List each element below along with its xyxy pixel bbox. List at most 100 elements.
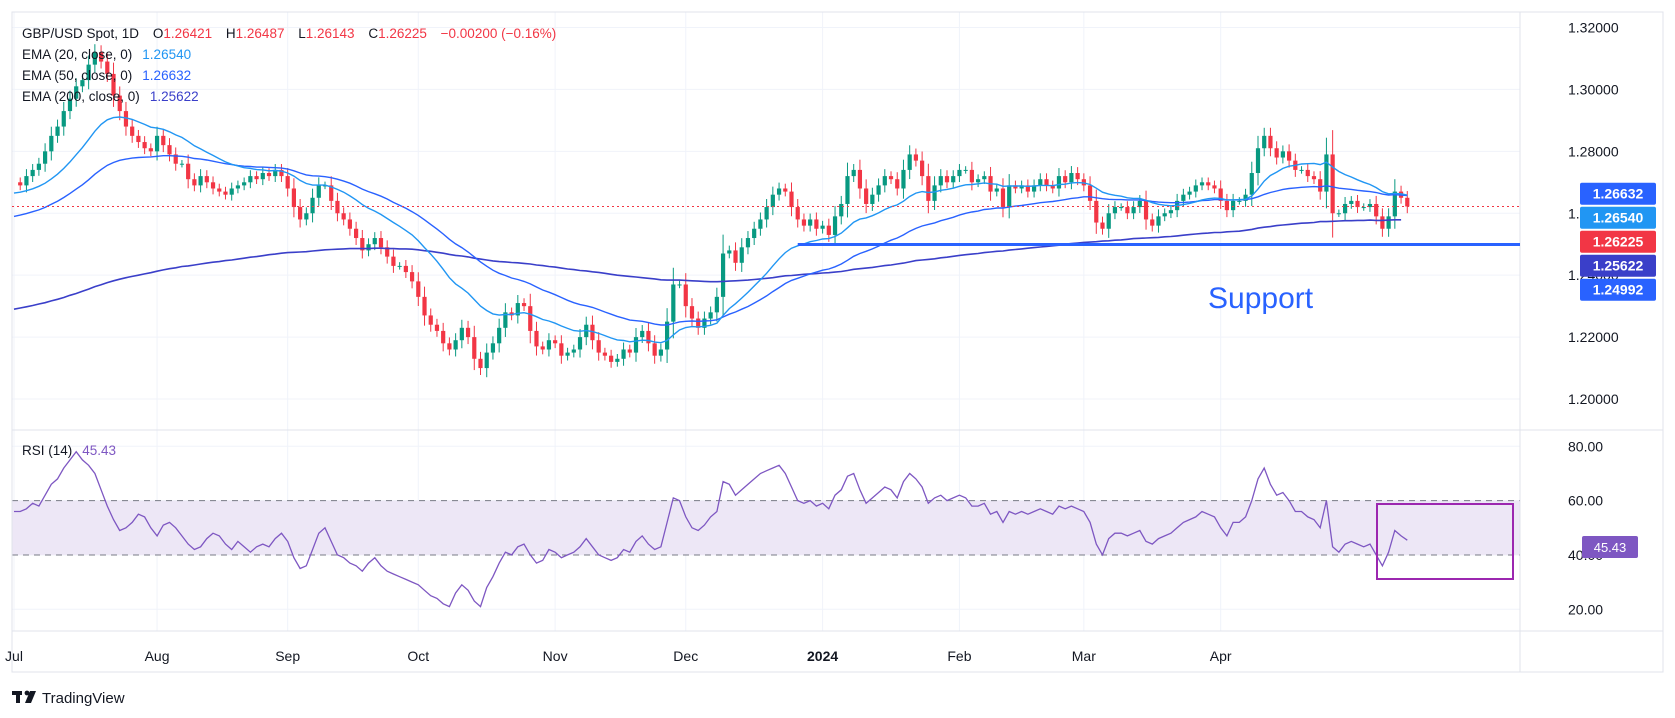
candle[interactable] [963, 166, 968, 174]
candle[interactable] [1231, 193, 1236, 218]
candle[interactable] [397, 262, 402, 270]
candle[interactable] [497, 318, 502, 353]
candle[interactable] [913, 148, 918, 167]
candle[interactable] [1318, 171, 1323, 200]
candle[interactable] [1224, 193, 1229, 218]
candle[interactable] [1156, 209, 1161, 233]
candle[interactable] [378, 231, 384, 255]
candle[interactable] [907, 145, 912, 180]
candle[interactable] [341, 207, 346, 226]
candle[interactable] [30, 164, 35, 182]
candle[interactable] [1262, 127, 1267, 157]
candle[interactable] [1050, 180, 1055, 194]
candle[interactable] [590, 315, 595, 350]
candle[interactable] [67, 90, 73, 120]
candle[interactable] [864, 179, 869, 214]
candle[interactable] [534, 321, 539, 356]
candle[interactable] [1187, 186, 1192, 200]
candle[interactable] [217, 183, 222, 197]
candle[interactable] [776, 182, 782, 201]
candle[interactable] [298, 199, 303, 228]
candle[interactable] [994, 183, 999, 197]
candle[interactable] [745, 231, 751, 255]
candle[interactable] [366, 238, 371, 257]
candle[interactable] [55, 119, 60, 143]
candle[interactable] [385, 240, 390, 264]
candle[interactable] [870, 187, 875, 211]
candle[interactable] [733, 242, 738, 271]
candle[interactable] [720, 234, 726, 316]
candle[interactable] [795, 199, 800, 228]
candle[interactable] [1199, 177, 1205, 191]
candle[interactable] [1038, 173, 1043, 192]
candle[interactable] [577, 329, 583, 358]
candle[interactable] [1361, 203, 1366, 211]
candle[interactable] [148, 143, 153, 157]
candle[interactable] [304, 207, 309, 226]
candle[interactable] [1150, 213, 1155, 232]
candle[interactable] [92, 44, 97, 73]
candle[interactable] [490, 336, 496, 360]
candle[interactable] [186, 154, 191, 189]
candle[interactable] [161, 128, 166, 153]
candle[interactable] [615, 353, 620, 367]
candle[interactable] [1087, 176, 1093, 211]
candle[interactable] [1237, 197, 1242, 205]
candle[interactable] [428, 308, 433, 332]
candle[interactable] [478, 351, 483, 376]
candle[interactable] [18, 177, 23, 191]
candle[interactable] [801, 213, 807, 232]
candle[interactable] [36, 157, 41, 176]
candle[interactable] [117, 86, 122, 121]
candle[interactable] [546, 333, 552, 357]
candle[interactable] [1094, 189, 1099, 234]
candle[interactable] [1206, 177, 1211, 191]
candle[interactable] [347, 212, 352, 236]
candle[interactable] [764, 199, 769, 228]
candle[interactable] [1000, 178, 1006, 218]
candle[interactable] [976, 174, 981, 188]
candle[interactable] [1125, 201, 1130, 220]
candle[interactable] [1100, 216, 1105, 235]
candle[interactable] [453, 333, 458, 357]
candle[interactable] [459, 319, 464, 349]
candle[interactable] [1299, 166, 1304, 174]
candle[interactable] [528, 293, 533, 344]
candle[interactable] [223, 186, 228, 200]
candle[interactable] [951, 170, 956, 189]
candle[interactable] [49, 126, 54, 161]
candle[interactable] [416, 272, 421, 306]
candle[interactable] [465, 320, 471, 345]
candle[interactable] [167, 138, 172, 162]
candle[interactable] [814, 212, 819, 236]
candle[interactable] [291, 178, 296, 218]
candle[interactable] [254, 171, 259, 184]
candle[interactable] [920, 151, 925, 186]
candle[interactable] [1131, 201, 1136, 220]
candle[interactable] [571, 344, 576, 358]
candle[interactable] [422, 286, 427, 326]
time-axis[interactable]: Jul Aug Sep Oct Nov Dec 2024 Feb Mar Apr [5, 648, 1232, 664]
candle[interactable] [74, 78, 79, 107]
candle[interactable] [633, 327, 639, 362]
candle[interactable] [24, 169, 29, 193]
candle[interactable] [540, 341, 545, 355]
candle[interactable] [1112, 201, 1118, 220]
candle[interactable] [857, 159, 863, 199]
candle[interactable] [702, 311, 707, 335]
candle[interactable] [484, 343, 489, 378]
candle[interactable] [895, 172, 900, 196]
candle[interactable] [515, 295, 520, 324]
candle[interactable] [360, 229, 365, 259]
candle[interactable] [111, 62, 116, 107]
candle[interactable] [1044, 173, 1049, 192]
candle[interactable] [1386, 208, 1391, 237]
candle[interactable] [1162, 208, 1167, 222]
candle[interactable] [1019, 180, 1024, 194]
candle[interactable] [1349, 196, 1354, 209]
candle[interactable] [559, 335, 564, 364]
candle[interactable] [80, 74, 85, 93]
candle[interactable] [944, 170, 950, 189]
candle[interactable] [1243, 188, 1248, 207]
candle[interactable] [1255, 135, 1261, 186]
